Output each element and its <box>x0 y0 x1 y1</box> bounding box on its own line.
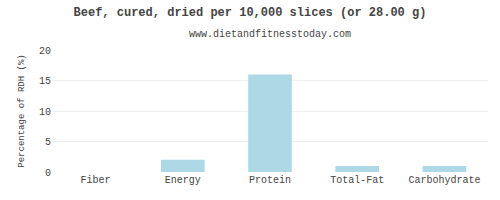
svg-text:0: 0 <box>45 168 51 179</box>
svg-text:Carbohydrate: Carbohydrate <box>408 175 480 186</box>
svg-text:15: 15 <box>39 76 51 87</box>
svg-text:20: 20 <box>39 46 51 57</box>
svg-text:Percentage of RDH (%): Percentage of RDH (%) <box>17 54 27 167</box>
svg-text:5: 5 <box>45 137 51 148</box>
svg-text:Energy: Energy <box>165 175 201 186</box>
svg-text:www.dietandfitnesstoday.com: www.dietandfitnesstoday.com <box>189 29 351 40</box>
svg-text:Protein: Protein <box>249 175 291 186</box>
svg-text:10: 10 <box>39 107 51 118</box>
svg-text:Total-Fat: Total-Fat <box>330 175 384 186</box>
svg-text:Beef, cured, dried per 10,000: Beef, cured, dried per 10,000 slices (or… <box>74 6 427 20</box>
svg-text:Fiber: Fiber <box>81 175 111 186</box>
